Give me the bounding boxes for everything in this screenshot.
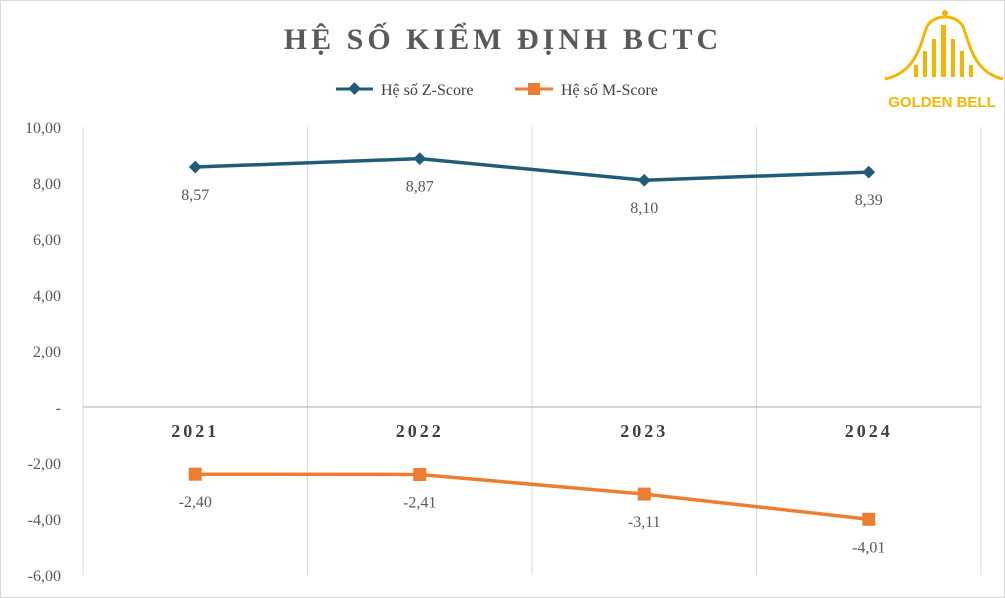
data-point-z-score	[188, 160, 202, 174]
data-point-z-score	[413, 152, 427, 166]
logo-bar-icon	[941, 25, 946, 77]
y-tick-label: 10,00	[25, 120, 61, 137]
legend-marker-m	[528, 83, 540, 95]
y-tick-label: 2,00	[33, 344, 61, 361]
logo-bar-icon	[914, 65, 918, 77]
bell-top-icon	[942, 10, 948, 16]
legend-marker-z	[348, 82, 361, 95]
y-tick-label: -6,00	[28, 568, 61, 585]
y-tick-label: 8,00	[33, 176, 61, 193]
x-tick-label: 2023	[620, 421, 668, 441]
data-label-z-score: 8,87	[406, 179, 434, 196]
series-layer: 8,57 8,87 8,10 8,39 -2,40 -2,41 -3,11 -4,01	[179, 152, 885, 556]
y-tick-label: -4,00	[28, 512, 61, 529]
logo-bar-icon	[969, 65, 973, 77]
legend-label-z: Hệ số Z-Score	[381, 82, 473, 99]
data-label-m-score: -3,11	[628, 514, 661, 531]
x-tick-label: 2024	[845, 421, 893, 441]
y-axis: 10,00 8,00 6,00 4,00 2,00 - -2,00 -4,00 -6,00	[25, 120, 61, 585]
logo-bar-icon	[932, 39, 936, 77]
x-tick-label: 2022	[396, 421, 444, 441]
logo-text: GOLDEN BELL	[888, 94, 996, 111]
legend-label-m: Hệ số M-Score	[561, 82, 658, 99]
data-label-m-score: -2,41	[403, 494, 436, 511]
series-line-z-score	[195, 156, 869, 182]
data-point-z-score	[637, 173, 651, 187]
grid	[82, 127, 982, 575]
logo-bar-icon	[923, 51, 927, 77]
y-tick-label: 6,00	[33, 232, 61, 249]
data-label-z-score: 8,39	[855, 192, 883, 209]
chart-title: HỆ SỐ KIỂM ĐỊNH BCTC	[284, 22, 722, 56]
data-point-m-score	[413, 467, 427, 481]
golden-bell-logo: GOLDEN BELL	[884, 10, 1004, 111]
legend: Hệ số Z-Score Hệ số M-Score	[336, 82, 658, 99]
y-tick-label: -2,00	[28, 456, 61, 473]
bell-icon	[884, 15, 1004, 81]
data-label-m-score: -4,01	[852, 539, 885, 556]
logo-bar-icon	[951, 39, 955, 77]
y-tick-label: -	[56, 400, 61, 417]
y-tick-label: 4,00	[33, 288, 61, 305]
series-line-m-score	[195, 472, 869, 522]
logo-bar-icon	[960, 51, 964, 77]
x-axis: 2021 2022 2023 2024	[83, 406, 981, 441]
data-label-m-score: -2,40	[179, 494, 212, 511]
data-point-m-score	[862, 512, 876, 526]
data-label-z-score: 8,10	[630, 200, 658, 217]
data-point-m-score	[637, 487, 651, 501]
x-tick-label: 2021	[171, 421, 219, 441]
data-point-m-score	[188, 467, 202, 481]
data-point-z-score	[862, 165, 876, 179]
data-label-z-score: 8,57	[181, 187, 209, 204]
